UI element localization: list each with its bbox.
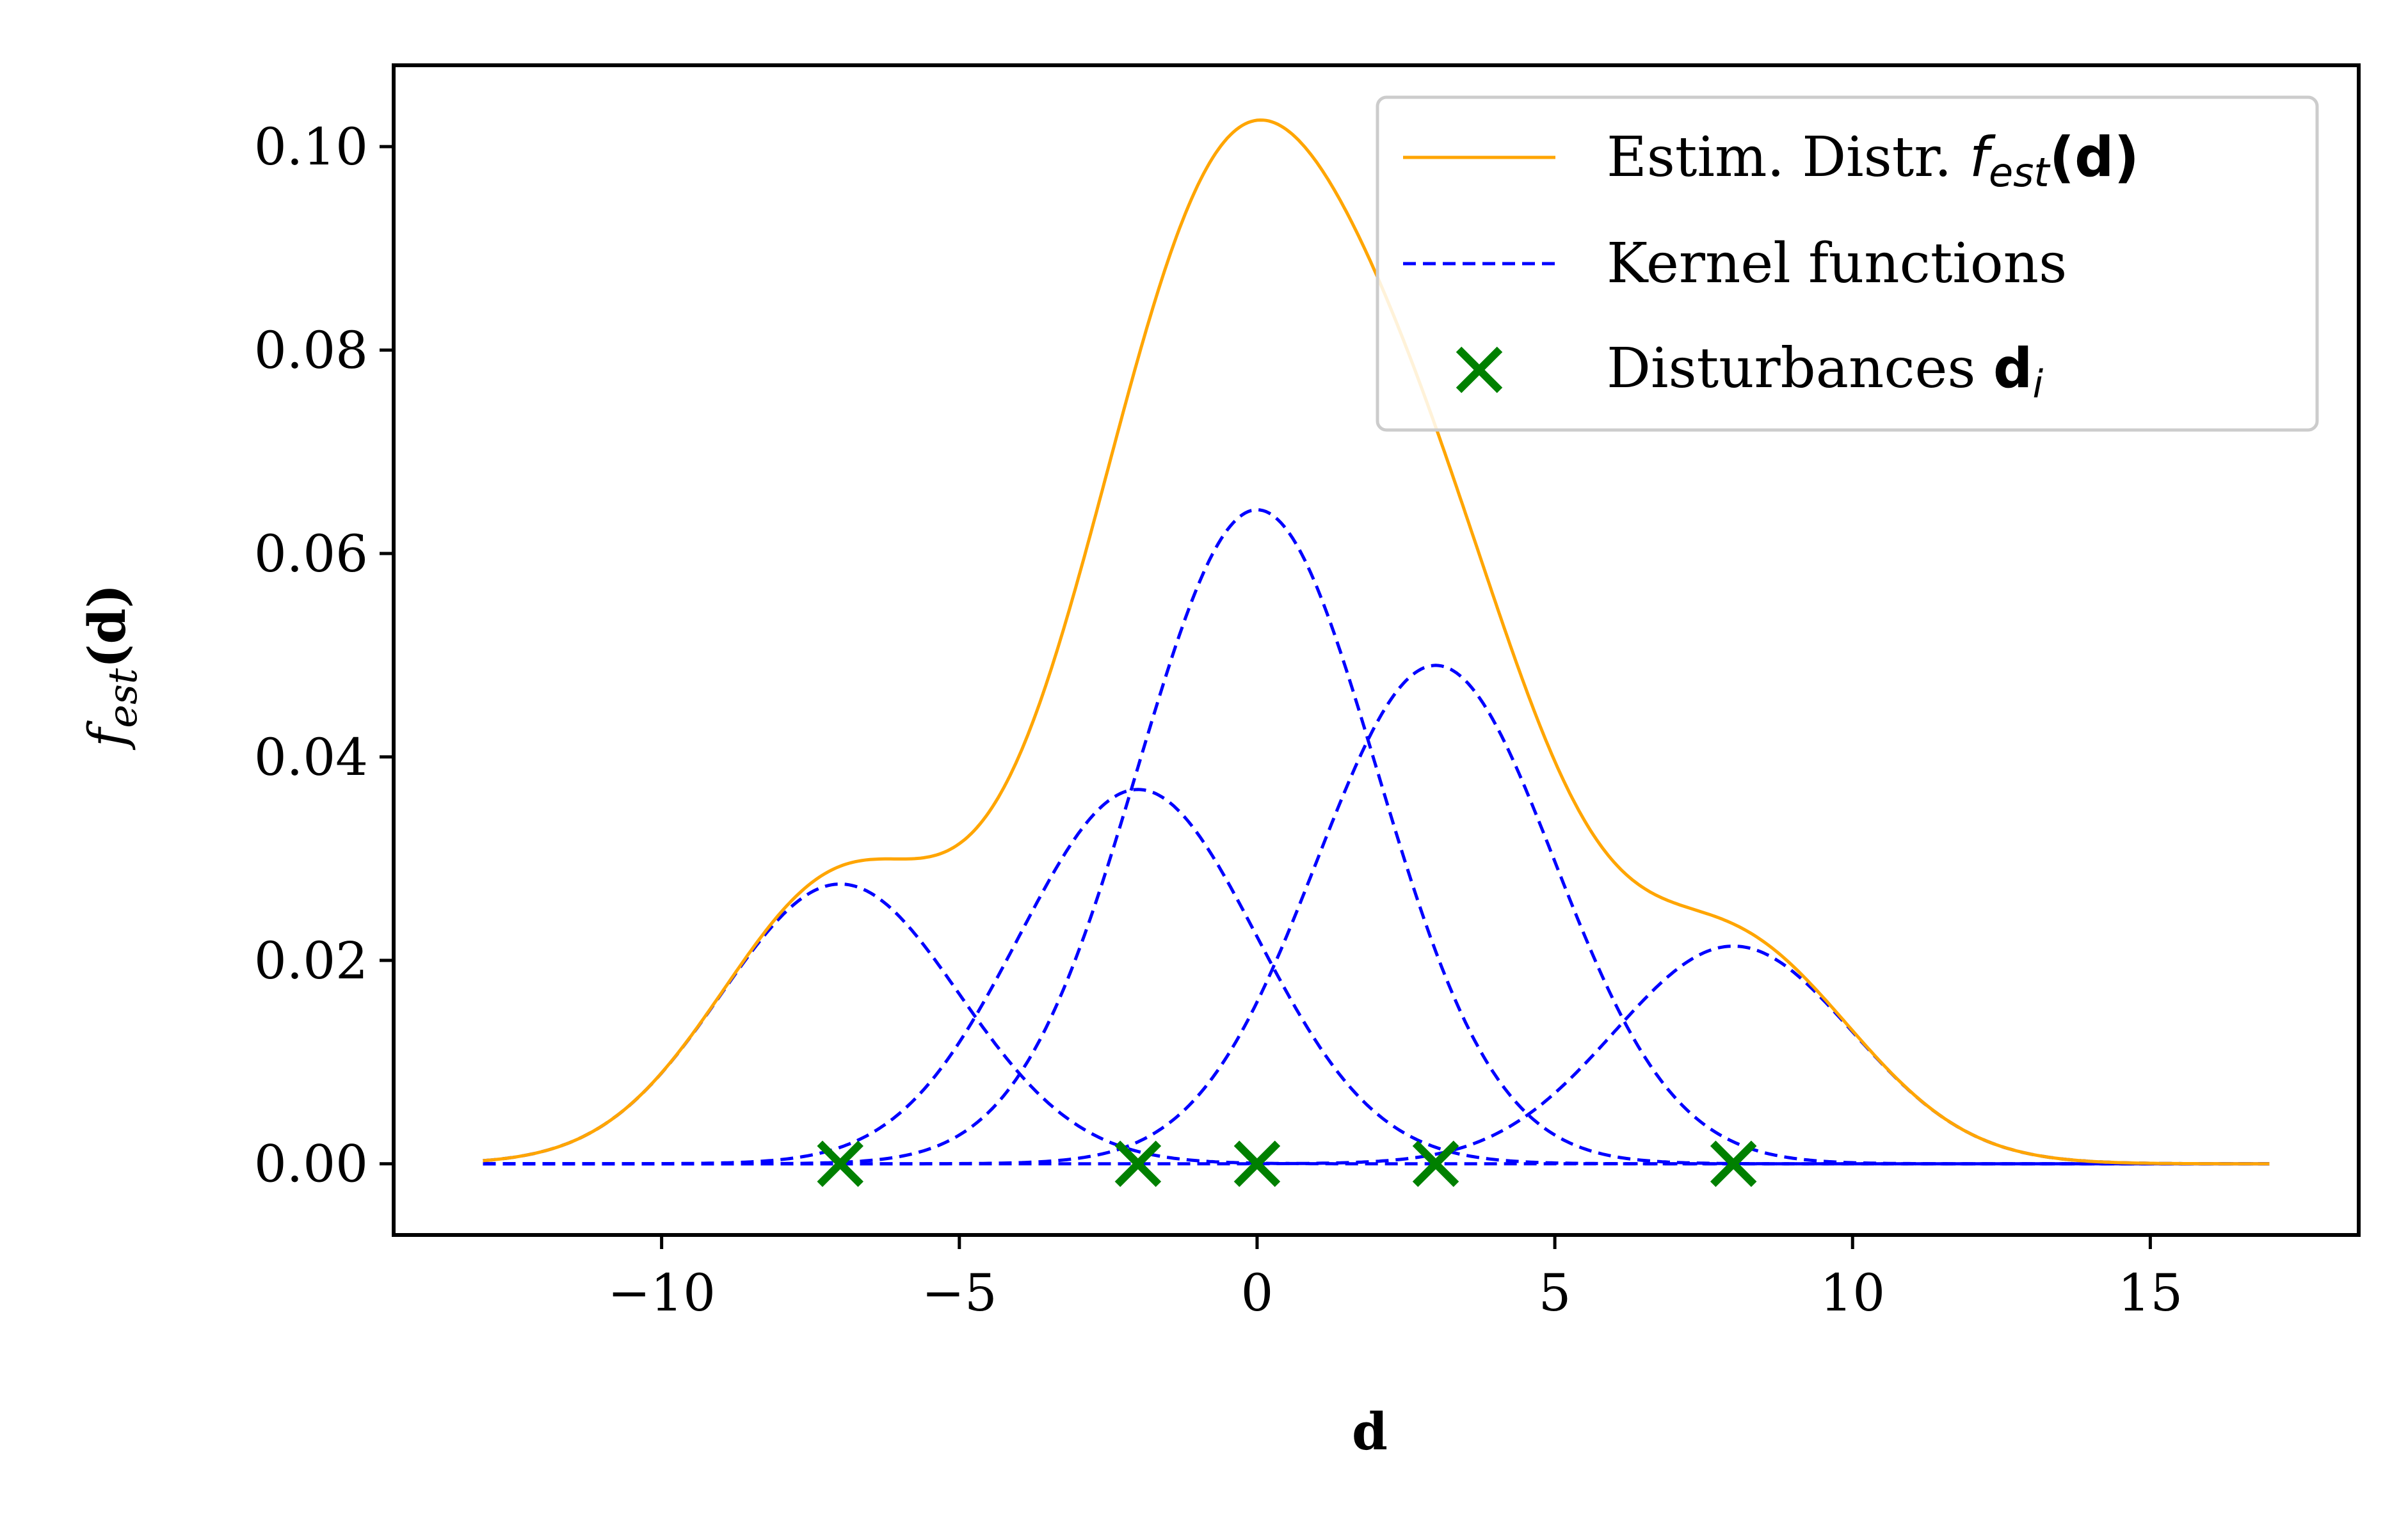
- disturbance-marker-2: [1114, 1140, 1162, 1187]
- x-tick-label: 0: [1240, 1263, 1273, 1323]
- disturbance-markers: [817, 1140, 1757, 1187]
- legend-disturbance-math-base: d: [1993, 337, 2033, 401]
- x-tick-label: 5: [1539, 1263, 1571, 1323]
- legend-disturbance-prefix: Disturbances: [1607, 337, 1993, 401]
- y-axis-label: fest(d): [77, 584, 146, 751]
- x-tick-label: −5: [922, 1263, 997, 1323]
- svg-text:fest(d): fest(d): [77, 584, 146, 751]
- axes-frame: [392, 63, 2361, 1237]
- y-tick-label: 0.04: [254, 728, 368, 787]
- legend-box: [1376, 95, 2319, 432]
- y-tick-label: 0.10: [254, 117, 368, 177]
- y-tick-label: 0.00: [254, 1135, 368, 1194]
- disturbance-marker-5: [1710, 1140, 1757, 1187]
- y-tick-label: 0.06: [254, 524, 368, 584]
- y-tick-label: 0.02: [254, 931, 368, 991]
- y-axis-ticks: 0.00 0.02 0.04 0.06 0.08 0.10: [254, 117, 394, 1194]
- disturbance-marker-4: [1412, 1140, 1459, 1187]
- legend-disturbance-math-sub: i: [2032, 362, 2043, 407]
- x-axis-ticks: −10 −5 0 5 10 15: [607, 1235, 2183, 1323]
- legend-estimate-math-arg: (d): [2050, 125, 2139, 189]
- disturbance-marker-3: [1233, 1140, 1281, 1187]
- legend-swatch-disturbance: [1456, 346, 1503, 394]
- legend-label-kernel: Kernel functions: [1607, 232, 2067, 296]
- legend-estimate-prefix: Estim. Distr.: [1607, 125, 1970, 189]
- x-tick-label: 10: [1820, 1263, 1885, 1323]
- y-label-sub: est: [99, 668, 146, 728]
- y-label-arg: (d): [77, 584, 137, 669]
- legend: Estim. Distr. fest(d) Kernel functions D…: [1376, 95, 2319, 432]
- legend-disturbance-marker: [1456, 346, 1503, 394]
- legend-estimate-math-sub: est: [1989, 149, 2051, 196]
- legend-label-estimate: Estim. Distr. fest(d): [1607, 125, 2139, 196]
- kernel-series-group: [483, 508, 2270, 1166]
- x-tick-label: 15: [2117, 1263, 2183, 1323]
- y-tick-label: 0.08: [254, 321, 368, 380]
- disturbance-marker-1: [817, 1140, 863, 1187]
- x-axis-label: d: [1352, 1401, 1388, 1461]
- legend-label-disturbance: Disturbances di: [1607, 337, 2043, 407]
- plot-area: [483, 118, 2270, 1187]
- x-tick-label: −10: [607, 1263, 716, 1323]
